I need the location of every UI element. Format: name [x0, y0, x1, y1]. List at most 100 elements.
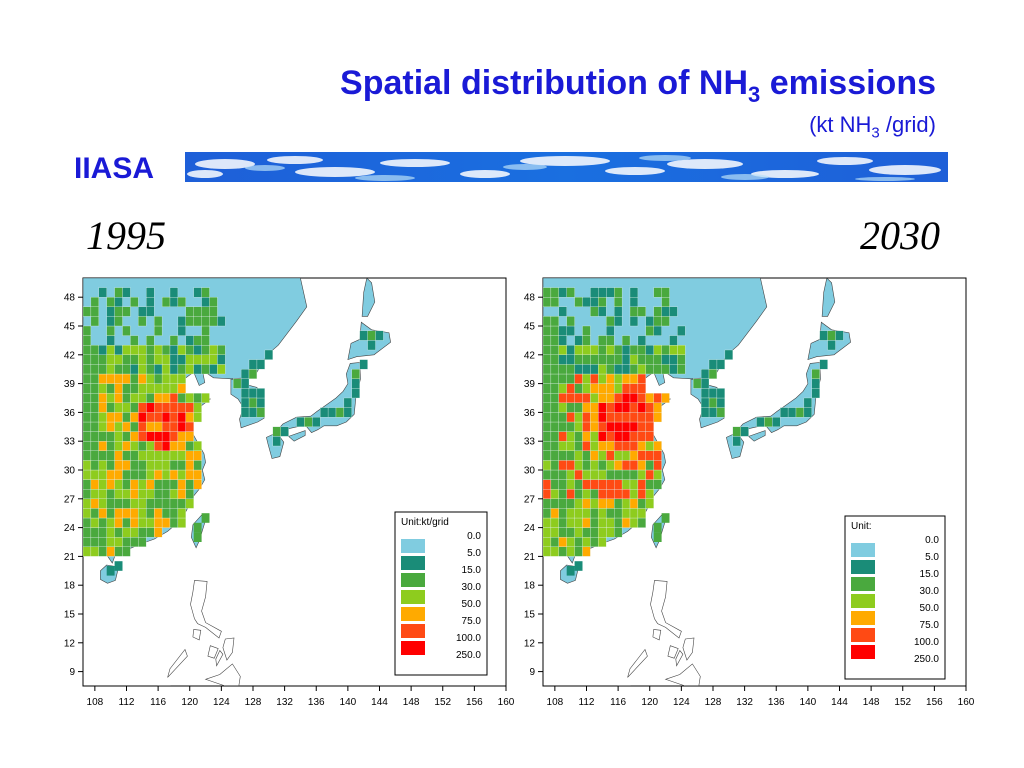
- emission-cell: [606, 383, 615, 394]
- emission-cell: [201, 287, 210, 298]
- emission-cell: [138, 402, 147, 413]
- emission-cell: [550, 345, 559, 355]
- emission-cell: [598, 508, 607, 519]
- island-outline: [167, 648, 188, 678]
- emission-cell: [201, 335, 210, 346]
- emission-cell: [582, 469, 591, 480]
- emission-cell: [629, 441, 639, 451]
- emission-cell: [154, 517, 163, 528]
- legend-value: 75.0: [462, 616, 482, 627]
- emission-cell: [637, 383, 646, 394]
- x-tick-label: 148: [403, 697, 420, 708]
- emission-cell: [550, 421, 559, 432]
- emission-cell: [201, 364, 210, 375]
- emission-cell: [606, 345, 615, 355]
- emission-cell: [138, 421, 147, 432]
- emission-cell: [114, 469, 123, 480]
- emission-cell: [598, 489, 607, 499]
- emission-cell: [645, 402, 654, 413]
- emission-cell: [543, 316, 552, 327]
- emission-cell: [146, 527, 155, 538]
- emission-cell: [653, 532, 662, 542]
- emission-cell: [146, 402, 155, 413]
- emission-cell: [558, 450, 567, 461]
- emission-cell: [154, 498, 163, 509]
- y-tick-label: 30: [64, 466, 76, 477]
- emission-cell: [248, 369, 258, 379]
- emission-cell: [106, 364, 115, 375]
- emission-cell: [629, 421, 639, 432]
- emission-cell: [645, 460, 654, 471]
- emission-cell: [645, 412, 654, 423]
- legend-swatch: [851, 594, 875, 608]
- emission-cell: [590, 393, 599, 403]
- emission-cell: [614, 431, 623, 442]
- emission-cell: [280, 426, 289, 437]
- emission-cell: [146, 508, 155, 519]
- emission-cell: [248, 359, 258, 370]
- emission-cell: [550, 431, 559, 442]
- y-tick-label: 48: [64, 293, 76, 304]
- emission-cell: [130, 393, 139, 403]
- emission-cell: [566, 508, 575, 519]
- x-tick-label: 132: [276, 697, 293, 708]
- legend-title: Unit:: [851, 521, 872, 532]
- x-tick-label: 112: [119, 697, 135, 708]
- emission-cell: [130, 335, 139, 346]
- legend-value: 0.0: [925, 535, 939, 546]
- emission-cell: [98, 517, 107, 528]
- sakhalin: [361, 278, 376, 317]
- emission-cell: [550, 402, 559, 413]
- emission-cell: [574, 441, 583, 451]
- emission-cell: [154, 431, 163, 442]
- y-tick-label: 21: [524, 552, 536, 563]
- emission-cell: [574, 469, 583, 480]
- emission-cell: [566, 441, 575, 451]
- emission-cell: [138, 517, 147, 528]
- emission-cell: [185, 479, 194, 490]
- emission-cell: [169, 393, 179, 403]
- emission-cell: [343, 407, 352, 418]
- emission-cell: [106, 354, 115, 365]
- emission-cell: [811, 378, 820, 389]
- emission-cell: [614, 364, 623, 375]
- y-tick-label: 45: [64, 322, 76, 333]
- emission-cell: [193, 393, 202, 403]
- island-outline: [204, 663, 241, 686]
- emission-cell: [614, 306, 623, 317]
- emission-cell: [543, 412, 552, 423]
- emission-cell: [661, 354, 670, 365]
- y-tick-label: 12: [524, 638, 536, 649]
- emission-cell: [574, 508, 583, 519]
- emission-cell: [90, 441, 99, 451]
- emission-cell: [240, 397, 250, 408]
- emission-cell: [264, 349, 273, 360]
- emission-cell: [130, 421, 139, 432]
- emission-cell: [248, 407, 258, 418]
- emission-cell: [106, 373, 115, 384]
- emission-cell: [130, 517, 139, 528]
- y-tick-label: 48: [524, 293, 536, 304]
- emission-cell: [161, 421, 171, 432]
- emission-cell: [566, 383, 575, 394]
- emission-cell: [161, 393, 171, 403]
- emission-cell: [130, 364, 139, 375]
- emission-cell: [114, 561, 123, 571]
- emission-cell: [708, 397, 718, 408]
- emission-cell: [598, 297, 607, 307]
- emission-cell: [130, 508, 139, 519]
- emission-cell: [606, 393, 615, 403]
- emission-cell: [90, 383, 99, 394]
- emission-cell: [582, 325, 591, 336]
- x-tick-label: 120: [641, 697, 658, 708]
- emission-cell: [661, 306, 670, 317]
- emission-cell: [177, 517, 186, 528]
- emission-cell: [90, 421, 99, 432]
- emission-cell: [359, 359, 368, 370]
- emission-cell: [543, 517, 552, 528]
- emission-cell: [154, 316, 163, 327]
- emission-cell: [550, 297, 559, 307]
- emission-cell: [653, 287, 662, 298]
- emission-cell: [543, 325, 552, 336]
- y-tick-label: 21: [64, 552, 76, 563]
